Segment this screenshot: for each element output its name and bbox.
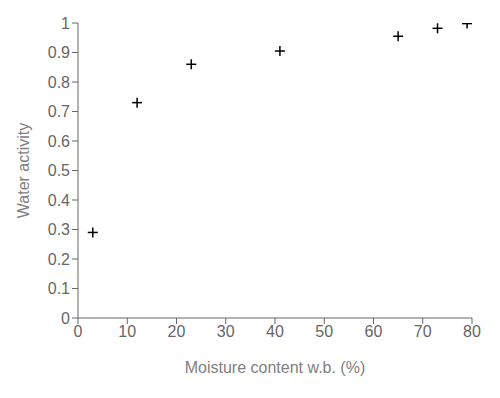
svg-text:0.9: 0.9	[48, 44, 70, 61]
svg-text:0: 0	[74, 323, 83, 340]
svg-text:Moisture content w.b. (%): Moisture content w.b. (%)	[185, 359, 366, 376]
svg-text:50: 50	[315, 323, 333, 340]
svg-text:60: 60	[365, 323, 383, 340]
svg-text:70: 70	[414, 323, 432, 340]
svg-text:0: 0	[61, 310, 70, 327]
svg-text:0.7: 0.7	[48, 103, 70, 120]
svg-text:20: 20	[168, 323, 186, 340]
svg-text:10: 10	[118, 323, 136, 340]
svg-text:0.1: 0.1	[48, 280, 70, 297]
svg-text:0.2: 0.2	[48, 251, 70, 268]
svg-text:1: 1	[61, 15, 70, 32]
svg-text:40: 40	[266, 323, 284, 340]
svg-text:Water activity: Water activity	[15, 123, 32, 218]
svg-text:0.3: 0.3	[48, 221, 70, 238]
svg-text:30: 30	[217, 323, 235, 340]
svg-text:0.6: 0.6	[48, 133, 70, 150]
svg-text:0.8: 0.8	[48, 74, 70, 91]
svg-text:0.4: 0.4	[48, 192, 70, 209]
svg-text:0.5: 0.5	[48, 162, 70, 179]
svg-text:80: 80	[463, 323, 481, 340]
